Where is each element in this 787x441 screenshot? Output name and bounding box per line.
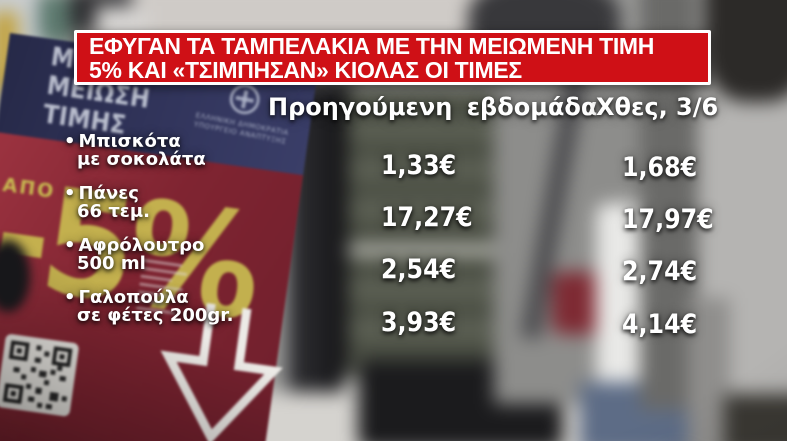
product-name-line1: Αφρόλουτρο xyxy=(78,235,205,256)
bullet-icon: • xyxy=(64,131,76,152)
price-reduction-poster: ΜΟΝΙΜΗ ΜΕΙΩΣΗ ΤΙΜΗΣ ΕΛΛΗΝΙΚΗ ΔΗΜΟΚΡΑΤΙΑ … xyxy=(0,33,317,441)
price-yesterday-row2: 17,97€ xyxy=(622,204,714,235)
product-label-row4: • Γαλοπούλα σε φέτες 200gr. xyxy=(64,289,233,325)
column-header-yesterday: Χθες, 3/6 xyxy=(596,93,719,121)
price-yesterday-row1: 1,68€ xyxy=(622,152,698,183)
price-previous-row2: 17,27€ xyxy=(381,202,473,233)
column-header-previous-week: Προηγούμενη εβδομάδα xyxy=(268,93,598,121)
product-label-row3: • Αφρόλουτρο 500 ml xyxy=(64,237,204,273)
product-name-line1: Πάνες xyxy=(78,183,139,204)
product-name-line1: Γαλοπούλα xyxy=(78,287,189,308)
background-shopper-hair xyxy=(704,0,787,102)
headline-line2: 5% ΚΑΙ «ΤΣΙΜΠΗΣΑΝ» ΚΙΟΛΑΣ ΟΙ ΤΙΜΕΣ xyxy=(89,57,522,83)
headline-line1: ΕΦΥΓΑΝ ΤΑ ΤΑΜΠΕΛΑΚΙΑ ΜΕ ΤΗΝ ΜΕΙΩΜΕΝΗ ΤΙΜ… xyxy=(89,33,655,59)
price-yesterday-row3: 2,74€ xyxy=(622,256,698,287)
price-previous-row4: 3,93€ xyxy=(381,307,457,338)
product-name-line2: 66 τεμ. xyxy=(77,201,150,222)
product-name-line2: 500 ml xyxy=(77,253,146,274)
price-previous-row1: 1,33€ xyxy=(381,150,457,181)
product-name-line1: Μπισκότα xyxy=(78,131,181,152)
product-label-row2: • Πάνες 66 τεμ. xyxy=(64,185,150,221)
background-shopper-arm xyxy=(688,298,730,441)
qr-code xyxy=(0,334,79,417)
product-name-line2: με σοκολάτα xyxy=(77,149,206,170)
bullet-icon: • xyxy=(64,287,76,308)
price-yesterday-row4: 4,14€ xyxy=(622,309,698,340)
bullet-icon: • xyxy=(64,183,76,204)
down-arrow-icon xyxy=(160,297,283,441)
poster-red-section: ΑΠΟ -5% xyxy=(0,132,304,441)
headline-banner: ΕΦΥΓΑΝ ΤΑ ΤΑΜΠΕΛΑΚΙΑ ΜΕ ΤΗΝ ΜΕΙΩΜΕΝΗ ΤΙΜ… xyxy=(74,30,711,85)
background-dark-bag xyxy=(724,394,787,441)
product-label-row1: • Μπισκότα με σοκολάτα xyxy=(64,133,206,169)
product-name-line2: σε φέτες 200gr. xyxy=(77,305,234,326)
price-previous-row3: 2,54€ xyxy=(381,254,457,285)
background-bottle xyxy=(38,0,74,44)
bullet-icon: • xyxy=(64,235,76,256)
background-shelf-edge xyxy=(348,246,530,254)
background-red-object xyxy=(552,272,600,334)
